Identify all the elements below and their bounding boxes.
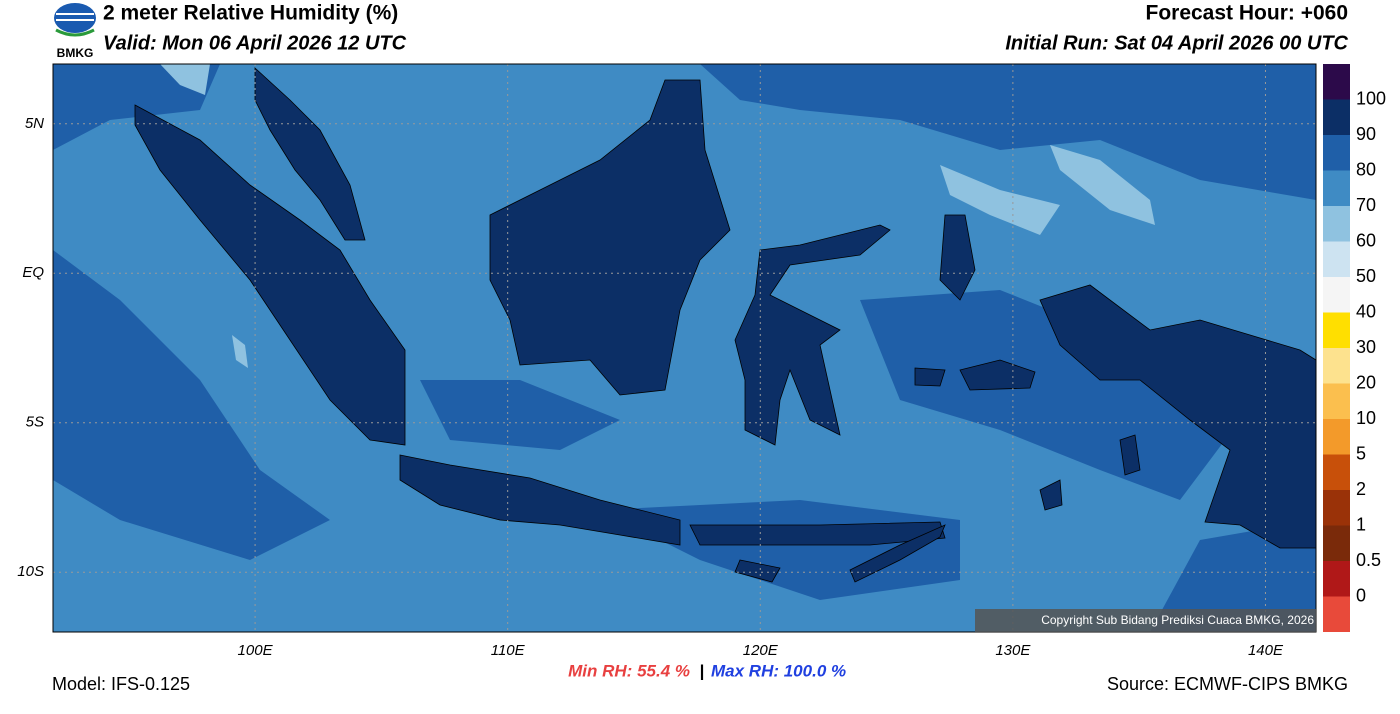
colorbar-label: 0 — [1356, 585, 1366, 605]
colorbar-label: 20 — [1356, 372, 1376, 392]
colorbar-segment — [1323, 454, 1350, 490]
dry-ocean-areas — [160, 64, 1155, 368]
colorbar-segment — [1323, 241, 1350, 277]
colorbar-label: 1 — [1356, 514, 1366, 534]
separator: | — [700, 661, 705, 680]
landmasses — [134, 67, 1316, 583]
colorbar-label: 90 — [1356, 124, 1376, 144]
map — [53, 64, 1316, 632]
colorbar-segment — [1323, 64, 1350, 100]
colorbar-label: 50 — [1356, 266, 1376, 286]
min-rh: Min RH: 55.4 % — [568, 661, 690, 680]
colorbar-segment — [1323, 490, 1350, 526]
x-tick-label: 110E — [491, 642, 526, 659]
x-tick-label: 100E — [238, 642, 274, 659]
colorbar-segment — [1323, 99, 1350, 135]
y-tick-label: 10S — [17, 563, 44, 580]
colorbar-label: 60 — [1356, 230, 1376, 250]
colorbar: 0 0.5 1 2 5 10 20 30 40 50 60 70 80 90 100 — [1323, 64, 1386, 632]
colorbar-segment — [1323, 596, 1350, 632]
map-frame — [52, 63, 1317, 633]
x-tick-label: 130E — [995, 642, 1031, 659]
colorbar-segment — [1323, 277, 1350, 313]
colorbar-segment — [1323, 561, 1350, 597]
forecast-hour: Forecast Hour: +060 — [1146, 2, 1349, 25]
y-tick-label: 5N — [25, 115, 44, 132]
colorbar-label: 5 — [1356, 443, 1366, 463]
colorbar-segment — [1323, 312, 1350, 348]
copyright-box — [975, 609, 1316, 632]
x-tick-label: 140E — [1248, 642, 1284, 659]
colorbar-label: 0.5 — [1356, 550, 1381, 570]
initial-run: Initial Run: Sat 04 April 2026 00 UTC — [1005, 32, 1348, 54]
colorbar-label: 70 — [1356, 195, 1376, 215]
source: Source: ECMWF-CIPS BMKG — [1107, 674, 1348, 694]
title: 2 meter Relative Humidity (%) — [103, 2, 398, 25]
max-rh: Max RH: 100.0 % — [711, 661, 846, 680]
colorbar-segment — [1323, 419, 1350, 455]
colorbar-segment — [1323, 383, 1350, 419]
colorbar-label: 40 — [1356, 301, 1376, 321]
y-tick-label: 5S — [26, 414, 44, 431]
colorbar-segment — [1323, 170, 1350, 206]
colorbar-segment — [1323, 525, 1350, 561]
x-tick-label: 120E — [743, 642, 779, 659]
model: Model: IFS-0.125 — [52, 674, 190, 694]
y-tick-label: EQ — [22, 264, 44, 281]
colorbar-label: 2 — [1356, 479, 1366, 499]
colorbar-segment — [1323, 135, 1350, 171]
colorbar-label: 100 — [1356, 88, 1386, 108]
valid-time: Valid: Mon 06 April 2026 12 UTC — [103, 32, 407, 54]
colorbar-segment — [1323, 348, 1350, 384]
grid — [53, 64, 1316, 632]
colorbar-label: 10 — [1356, 408, 1376, 428]
colorbar-label: 80 — [1356, 159, 1376, 179]
copyright: Copyright Sub Bidang Prediksi Cuaca BMKG… — [1041, 613, 1314, 627]
logo-text: BMKG — [57, 46, 94, 60]
logo: BMKG — [54, 3, 96, 60]
colorbar-segment — [1323, 206, 1350, 242]
colorbar-label: 30 — [1356, 337, 1376, 357]
